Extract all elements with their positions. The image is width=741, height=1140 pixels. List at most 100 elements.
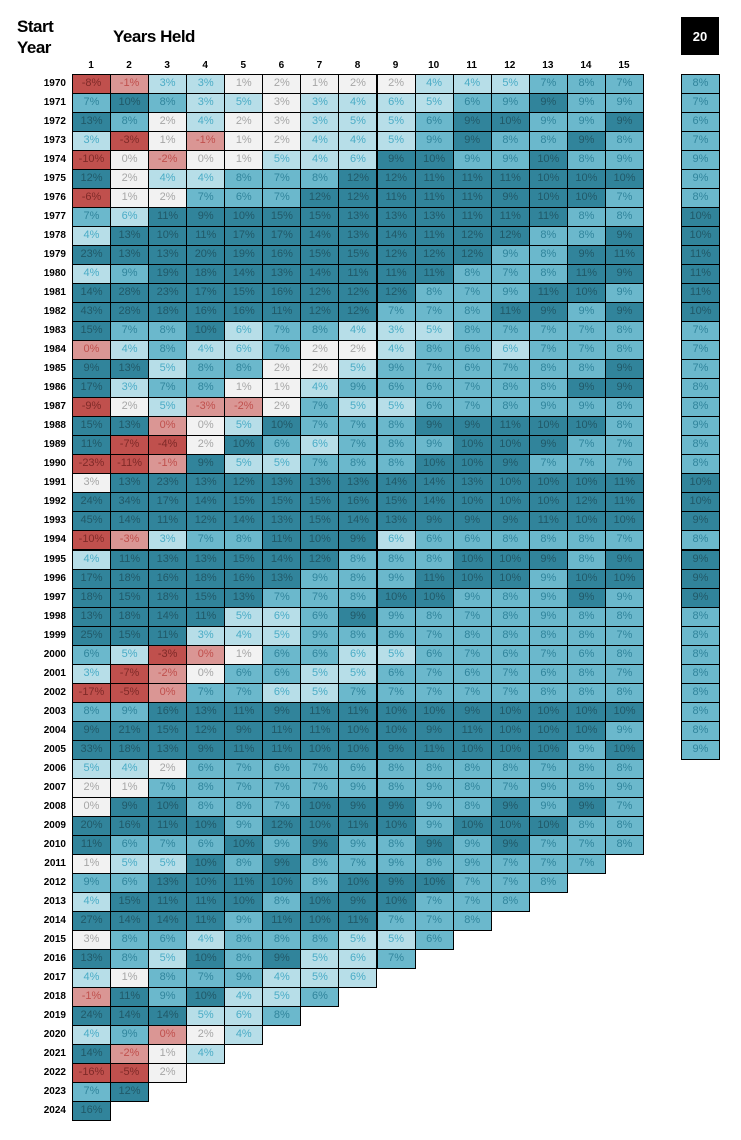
cell-1980-7: 14% [300, 264, 340, 285]
cell-2008-6: 7% [262, 796, 302, 817]
cell-2012-4: 10% [186, 872, 226, 893]
cell-1998-2: 18% [110, 606, 150, 627]
cell-1972-9: 5% [376, 112, 416, 133]
cell-1993-12: 9% [490, 511, 530, 532]
cell-1986-9: 6% [376, 378, 416, 399]
year-label: 2017 [43, 971, 66, 983]
cell-2021-2: -2% [110, 1044, 150, 1065]
cell-1999-3: 11% [148, 625, 188, 646]
cell-2005-10: 11% [414, 739, 454, 760]
cell-2006-15: 8% [604, 758, 644, 779]
cell-1986-14: 9% [566, 378, 606, 399]
cell-1994-10: 6% [414, 530, 454, 551]
cell-1979-9: 12% [376, 245, 416, 266]
cell-2005-2: 18% [110, 739, 150, 760]
cell-2005-13: 10% [528, 739, 568, 760]
cell-1987-15: 8% [604, 397, 644, 418]
cell-1971-5: 5% [224, 93, 264, 114]
cell-2010-5: 10% [224, 834, 264, 855]
cell-2007-15: 9% [604, 777, 644, 798]
cell-2007-6: 7% [262, 777, 302, 798]
cell-2010-1: 11% [72, 834, 111, 855]
cell-1999-2: 15% [110, 625, 150, 646]
cell-2011-2: 5% [110, 853, 150, 874]
cell-1993-20: 9% [681, 511, 720, 532]
cell-1998-10: 8% [414, 606, 454, 627]
cell-1998-11: 7% [452, 606, 492, 627]
cell-2019-5: 6% [224, 1005, 264, 1026]
cell-2020-2: 9% [110, 1025, 150, 1045]
cell-1999-9: 8% [376, 625, 416, 646]
year-label: 2023 [43, 1086, 66, 1098]
cell-2009-14: 8% [566, 815, 606, 836]
cell-1972-13: 9% [528, 112, 568, 133]
cell-1993-13: 11% [528, 511, 568, 532]
cell-1970-10: 4% [414, 74, 454, 94]
cell-1972-20: 6% [681, 112, 720, 133]
cell-1971-20: 7% [681, 93, 720, 114]
cell-2002-4: 7% [186, 682, 226, 703]
cell-1980-2: 9% [110, 264, 150, 285]
cell-1977-3: 11% [148, 207, 188, 228]
cell-1970-14: 8% [566, 74, 606, 94]
cell-2011-1: 1% [72, 853, 111, 874]
cell-1990-10: 10% [414, 454, 454, 475]
cell-2003-2: 9% [110, 701, 150, 722]
cell-1993-4: 12% [186, 511, 226, 532]
cell-1993-14: 10% [566, 511, 606, 532]
year-label: 1988 [43, 420, 66, 432]
cell-1999-7: 9% [300, 625, 340, 646]
cell-1999-20: 8% [681, 625, 720, 646]
cell-1971-11: 6% [452, 93, 492, 114]
year-label: 1996 [43, 572, 66, 584]
cell-1980-5: 14% [224, 264, 264, 285]
cell-1981-13: 11% [528, 283, 568, 304]
column-header-8: 8 [354, 60, 361, 71]
cell-1981-5: 15% [224, 283, 264, 304]
cell-1987-9: 5% [376, 397, 416, 418]
cell-1976-10: 11% [414, 188, 454, 209]
cell-1995-2: 11% [110, 549, 150, 570]
cell-1985-11: 6% [452, 359, 492, 380]
year-label: 2022 [43, 1067, 66, 1079]
cell-1979-12: 9% [490, 245, 530, 266]
year-label: 1984 [43, 344, 66, 356]
cell-1979-8: 15% [338, 245, 378, 266]
cell-1996-3: 16% [148, 568, 188, 589]
cell-2015-4: 4% [186, 929, 226, 950]
cell-1983-8: 4% [338, 321, 378, 342]
cell-1994-6: 11% [262, 530, 302, 551]
cell-1994-20: 8% [681, 530, 720, 551]
cell-1987-11: 7% [452, 397, 492, 418]
cell-1981-15: 9% [604, 283, 644, 304]
cell-2014-2: 14% [110, 910, 150, 931]
cell-1991-8: 13% [338, 473, 378, 494]
cell-2018-5: 4% [224, 986, 264, 1007]
cell-1978-9: 14% [376, 226, 416, 247]
cell-1988-2: 13% [110, 416, 150, 437]
cell-1985-14: 8% [566, 359, 606, 380]
cell-1970-11: 4% [452, 74, 492, 94]
cell-2019-6: 8% [262, 1005, 302, 1026]
cell-1979-4: 20% [186, 245, 226, 266]
cell-1983-2: 7% [110, 321, 150, 342]
cell-1984-2: 4% [110, 340, 150, 361]
cell-1979-14: 9% [566, 245, 606, 266]
cell-1994-8: 9% [338, 530, 378, 551]
cell-1974-12: 9% [490, 150, 530, 171]
cell-1970-7: 1% [300, 74, 340, 94]
cell-2010-8: 9% [338, 834, 378, 855]
cell-1975-3: 4% [148, 169, 188, 190]
year-label: 2021 [43, 1048, 66, 1060]
cell-1988-12: 11% [490, 416, 530, 437]
cell-1986-6: 1% [262, 378, 302, 399]
cell-1996-10: 11% [414, 568, 454, 589]
cell-1984-1: 0% [72, 340, 111, 361]
cell-1977-1: 7% [72, 207, 111, 228]
cell-1996-20: 9% [681, 568, 720, 589]
cell-1990-3: -1% [148, 454, 188, 475]
cell-2017-4: 7% [186, 967, 226, 988]
cell-2004-20: 8% [681, 720, 720, 741]
cell-2012-5: 11% [224, 872, 264, 893]
cell-1990-7: 7% [300, 454, 340, 475]
